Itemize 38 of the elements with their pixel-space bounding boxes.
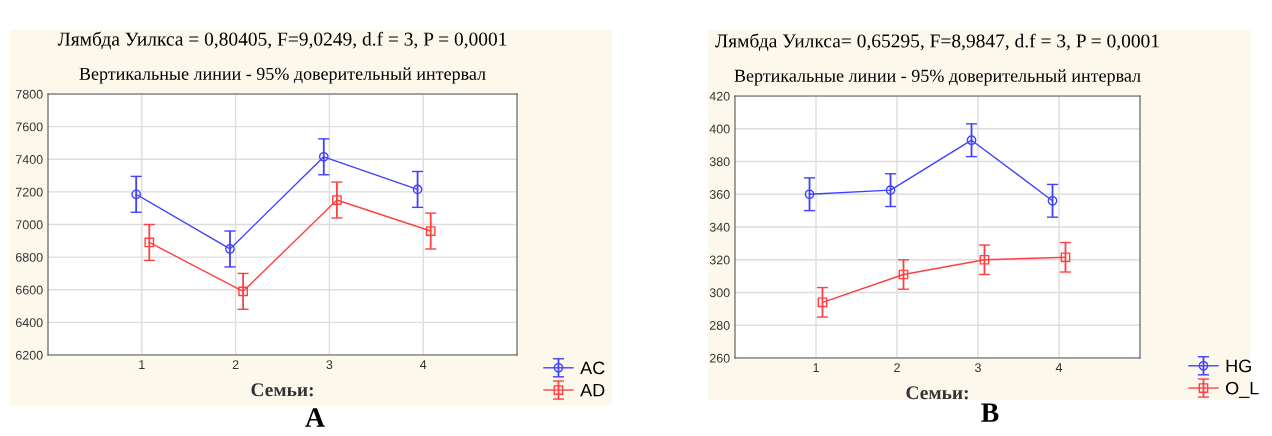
- y-tick-label: 400: [709, 124, 730, 134]
- y-tick-label: 6200: [15, 350, 43, 360]
- y-tick-label: 7000: [15, 220, 43, 230]
- y-tick-label: 7400: [15, 155, 43, 164]
- y-tick-label: 7600: [15, 122, 43, 132]
- chart-subtitle: Вертикальные линии - 95% доверительный интервал: [79, 67, 486, 84]
- x-axis-title: Семьи:: [906, 386, 968, 400]
- x-tick-label: 3: [326, 360, 333, 370]
- x-tick-label: 4: [420, 360, 427, 369]
- x-axis-title: Семьи:: [251, 383, 313, 397]
- x-tick-label: 2: [232, 360, 239, 369]
- chart-title: Лямбда Уилкса= 0,65295, F=8,9847, d.f = 3, P = 0,0001: [715, 33, 1159, 52]
- y-tick-label: 340: [709, 222, 730, 232]
- y-tick-label: 280: [709, 321, 730, 330]
- text: B: [981, 403, 999, 422]
- legend-label: AC: [580, 361, 605, 375]
- y-tick-label: 300: [709, 288, 730, 298]
- y-tick-label: 6800: [15, 252, 43, 262]
- chart-title: Лямбда Уилкса = 0,80405, F=9,0249, d.f = 3, P = 0,0001: [57, 31, 507, 50]
- y-tick-label: 7800: [15, 89, 43, 99]
- x-tick-label: 4: [1055, 363, 1063, 372]
- y-tick-label: 320: [709, 255, 730, 265]
- x-tick-label: 1: [813, 363, 819, 372]
- legend-label: AD: [580, 383, 605, 397]
- x-tick-label: 3: [975, 363, 981, 373]
- text: A: [305, 408, 325, 427]
- chart-subtitle: Вертикальные линии - 95% доверительный интервал: [734, 69, 1141, 86]
- y-tick-label: 380: [709, 157, 730, 167]
- y-tick-label: 420: [709, 91, 730, 101]
- legend-label: HG: [1226, 359, 1251, 373]
- y-tick-label: 360: [709, 190, 730, 199]
- y-tick-label: 6400: [15, 318, 43, 328]
- y-tick-label: 6600: [15, 285, 43, 295]
- y-tick-label: 260: [709, 353, 730, 363]
- y-tick-label: 7200: [15, 187, 43, 197]
- x-tick-label: 2: [894, 363, 900, 372]
- x-tick-label: 1: [139, 360, 145, 369]
- legend-label: O_L: [1225, 381, 1259, 398]
